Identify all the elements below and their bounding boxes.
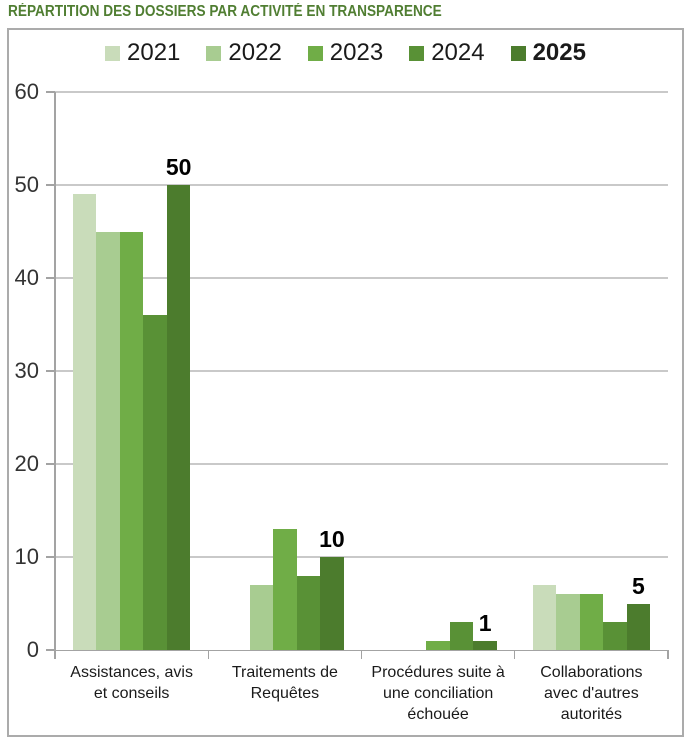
y-axis-label: 60	[14, 79, 39, 104]
gridline	[55, 91, 668, 93]
gridline	[55, 184, 668, 186]
x-axis-label: Assistances, avis et conseils	[55, 662, 208, 704]
bar-2025-cat2	[320, 557, 344, 650]
legend-label: 2021	[127, 39, 181, 66]
y-axis-label: 0	[26, 637, 39, 662]
bar-2022-cat1	[96, 231, 120, 650]
x-axis-label: Traitements de Requêtes	[208, 662, 361, 704]
x-axis-label-line: Traitements de	[231, 664, 338, 681]
bar-2024-cat4	[603, 622, 627, 650]
data-label-cat2: 10	[319, 526, 345, 552]
x-axis-label-line: autorités	[560, 706, 623, 723]
y-axis-tick	[46, 556, 55, 558]
bar-2021-cat1	[72, 194, 97, 650]
legend-swatch	[510, 45, 526, 61]
data-label-cat3: 1	[478, 609, 492, 636]
y-axis-label: 20	[14, 451, 39, 476]
bar-2024-cat3	[449, 622, 474, 650]
legend-label: 2022	[228, 39, 282, 66]
x-axis-tick	[54, 650, 56, 659]
x-axis-label-line: une conciliation	[382, 685, 494, 702]
legend-item-2022: 2022	[206, 39, 282, 66]
chart-title: RÉPARTITION DES DOSSIERS PAR ACTIVITÉ EN…	[8, 3, 442, 20]
x-axis-label: Collaborations avec d'autres autorités	[515, 662, 668, 725]
legend-item-2025: 2025	[510, 39, 586, 66]
legend-item-2024: 2024	[409, 39, 485, 66]
x-axis-tick	[667, 650, 669, 659]
y-axis-tick	[46, 91, 55, 93]
bar-2025-cat3	[473, 640, 497, 650]
y-axis-tick	[46, 463, 55, 465]
gridline	[55, 463, 668, 465]
x-axis-label-line: échouée	[407, 706, 469, 723]
bar-2024-cat1	[143, 315, 167, 650]
legend-label: 2023	[329, 39, 384, 66]
data-label-cat1: 50	[165, 154, 192, 180]
bar-2023-cat2	[273, 529, 297, 650]
x-axis-label-line: et conseils	[93, 685, 170, 702]
bar-2022-cat4	[556, 594, 580, 650]
x-axis-tick	[514, 650, 516, 659]
bar-2023-cat4	[579, 594, 604, 650]
gridline	[55, 277, 668, 279]
x-axis-label-line: Procédures suite à	[371, 664, 505, 681]
bar-2023-cat3	[426, 640, 450, 650]
legend-label: 2025	[532, 39, 586, 66]
legend-label: 2024	[431, 39, 485, 66]
y-axis-label: 30	[14, 358, 39, 383]
gridline	[55, 556, 668, 558]
legend-item-2021: 2021	[105, 41, 180, 65]
legend-swatch	[105, 45, 121, 61]
x-axis-label-line: Requêtes	[250, 685, 320, 702]
y-axis-tick	[46, 184, 55, 186]
y-axis-tick	[46, 370, 55, 372]
legend: 2021 2022 2023 2024 2025	[9, 41, 682, 65]
data-label-cat4: 5	[631, 572, 645, 599]
x-axis-tick	[207, 650, 209, 659]
y-axis-tick	[46, 277, 55, 279]
x-axis-label-line: avec d'autres	[544, 685, 639, 702]
y-axis-label: 10	[14, 544, 39, 569]
x-axis-label-line: Assistances, avis	[70, 664, 193, 681]
legend-swatch	[307, 45, 323, 61]
bar-2021-cat4	[532, 584, 557, 650]
x-axis-tick	[360, 650, 363, 659]
bar-2022-cat2	[249, 584, 274, 650]
x-axis-label: Procédures suite à une conciliation échoué…	[362, 662, 515, 725]
plot-area: 0 10 20 30 40 50 60 50 10 1 5 Assistances, avis et c…	[15, 81, 669, 723]
gridline	[55, 370, 668, 372]
legend-swatch	[409, 45, 425, 61]
bar-2025-cat1	[166, 185, 191, 650]
y-axis-label: 40	[14, 265, 39, 290]
chart-frame: 2021 2022 2023 2024 2025 0 10 20 30 40 50 60 50 10 1 5…	[7, 28, 684, 737]
y-axis-tick	[46, 649, 55, 651]
legend-item-2023: 2023	[307, 39, 384, 66]
bar-2024-cat2	[296, 575, 321, 650]
bar-2025-cat4	[626, 603, 651, 650]
x-axis-label-line: Collaborations	[540, 664, 643, 681]
bar-2023-cat1	[119, 231, 144, 650]
y-axis-label: 50	[14, 172, 39, 197]
legend-swatch	[206, 45, 222, 61]
y-axis	[54, 92, 56, 650]
